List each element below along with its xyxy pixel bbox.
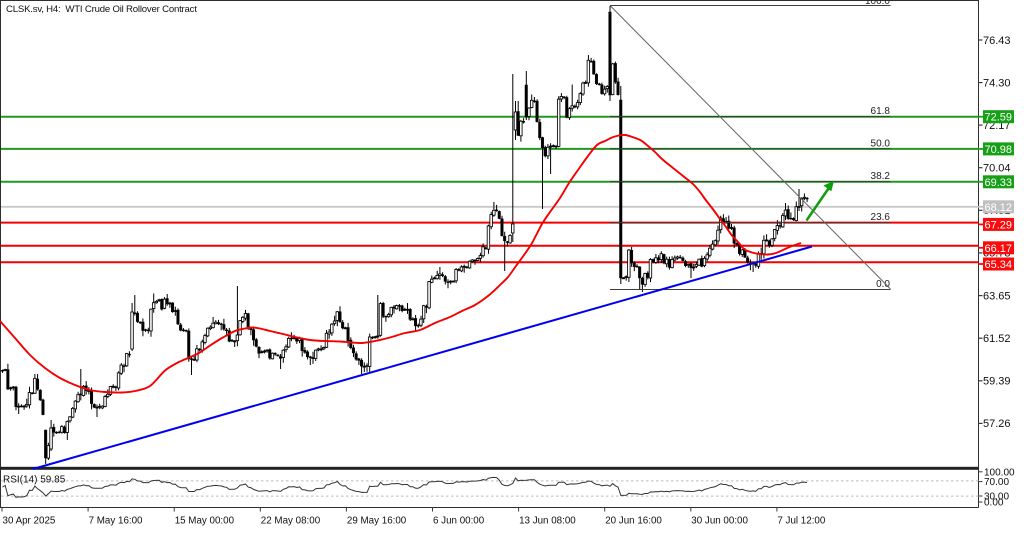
svg-text:70.98: 70.98 (985, 144, 1013, 156)
svg-text:65.34: 65.34 (985, 259, 1013, 271)
svg-text:70.00: 70.00 (984, 477, 1009, 488)
svg-text:CLSK.sv, H4: WTI Crude Oil Ro: CLSK.sv, H4: WTI Crude Oil Rollover Cont… (6, 4, 197, 15)
svg-text:70.04: 70.04 (983, 163, 1011, 175)
svg-text:7 May 16:00: 7 May 16:00 (89, 516, 143, 527)
svg-text:0.00: 0.00 (984, 498, 1004, 509)
svg-text:38.2: 38.2 (871, 171, 891, 182)
svg-text:7 Jul 12:00: 7 Jul 12:00 (777, 516, 825, 527)
svg-text:72.59: 72.59 (985, 112, 1013, 124)
svg-text:76.43: 76.43 (983, 35, 1011, 47)
svg-text:50.0: 50.0 (871, 138, 891, 149)
svg-text:22 May 08:00: 22 May 08:00 (261, 516, 321, 527)
svg-text:30 Apr 2025: 30 Apr 2025 (3, 516, 56, 527)
svg-text:57.26: 57.26 (983, 418, 1011, 430)
svg-text:74.30: 74.30 (983, 77, 1011, 89)
svg-text:59.39: 59.39 (983, 376, 1011, 388)
svg-text:100.00: 100.00 (984, 467, 1015, 478)
svg-text:68.12: 68.12 (985, 202, 1013, 214)
svg-text:20 Jun 16:00: 20 Jun 16:00 (605, 516, 662, 527)
svg-text:61.8: 61.8 (871, 106, 891, 117)
svg-text:RSI(14) 59.85: RSI(14) 59.85 (3, 475, 66, 486)
svg-text:61.52: 61.52 (983, 333, 1011, 345)
svg-text:67.29: 67.29 (985, 219, 1013, 231)
svg-text:15 May 00:00: 15 May 00:00 (175, 516, 235, 527)
svg-text:23.6: 23.6 (871, 212, 891, 223)
svg-text:30.00: 30.00 (984, 492, 1009, 503)
svg-text:100.0: 100.0 (865, 0, 890, 7)
svg-text:66.17: 66.17 (985, 243, 1013, 255)
svg-text:0.0: 0.0 (876, 279, 890, 290)
svg-text:29 May 16:00: 29 May 16:00 (347, 516, 407, 527)
svg-text:6 Jun 00:00: 6 Jun 00:00 (433, 516, 485, 527)
svg-text:13 Jun 08:00: 13 Jun 08:00 (519, 516, 576, 527)
svg-text:69.33: 69.33 (985, 177, 1013, 189)
svg-text:63.65: 63.65 (983, 290, 1011, 302)
svg-text:30 Jun 00:00: 30 Jun 00:00 (691, 516, 748, 527)
